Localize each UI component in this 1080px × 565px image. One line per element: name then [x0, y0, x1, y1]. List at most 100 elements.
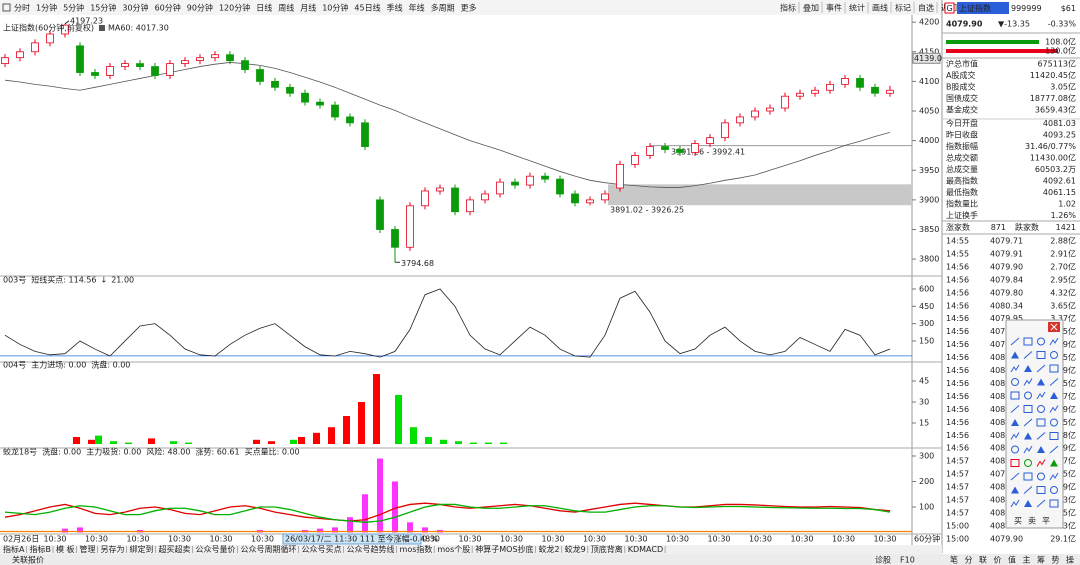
period-button[interactable]: 1分钟 — [36, 3, 57, 13]
period-button[interactable]: 5分钟 — [63, 3, 84, 13]
period-button[interactable]: 日线 — [256, 3, 272, 13]
draw-tool[interactable] — [1011, 378, 1019, 386]
side-tab[interactable]: 价 — [994, 556, 1002, 565]
draw-tool[interactable] — [1011, 445, 1019, 454]
period-button[interactable]: 30分钟 — [122, 3, 148, 13]
tab[interactable]: mos指数 — [400, 544, 433, 554]
period-button[interactable]: 周线 — [278, 3, 294, 13]
draw-tool[interactable] — [1049, 432, 1059, 440]
period-button[interactable]: 60分钟 — [155, 3, 181, 13]
draw-tool[interactable] — [1050, 418, 1058, 427]
tool-button[interactable]: 画线 — [872, 3, 888, 13]
tool-button[interactable]: 事件 — [826, 3, 842, 13]
period-button[interactable]: 分时 — [14, 3, 30, 13]
side-tab[interactable]: 操 — [1066, 555, 1074, 565]
draw-tool[interactable] — [1024, 365, 1032, 372]
draw-tool[interactable] — [1010, 499, 1020, 508]
tab[interactable]: 顶底背离 — [591, 544, 623, 554]
tab[interactable]: KDMACD — [628, 545, 663, 554]
tool-button[interactable]: 叠加 — [803, 3, 819, 13]
draw-tool[interactable] — [1050, 351, 1058, 359]
period-button[interactable]: 月线 — [300, 3, 316, 13]
tab[interactable]: 指标B — [29, 544, 51, 554]
draw-tool[interactable] — [1010, 391, 1020, 400]
tool-button[interactable]: 统计 — [849, 3, 865, 13]
draw-tool[interactable] — [1023, 418, 1033, 427]
tab[interactable]: 公众号周期循环 — [241, 544, 297, 554]
draw-tool[interactable] — [1049, 405, 1059, 413]
draw-tool[interactable] — [1023, 486, 1033, 494]
draw-tool[interactable] — [1036, 459, 1046, 467]
draw-tool[interactable] — [1049, 364, 1059, 373]
draw-tool[interactable] — [1023, 405, 1033, 413]
draw-tool[interactable] — [1036, 418, 1046, 427]
side-tab[interactable]: 笔 — [950, 555, 958, 565]
side-tab[interactable]: 势 — [1052, 555, 1060, 565]
draw-tool[interactable] — [1037, 405, 1045, 413]
draw-tool[interactable] — [1036, 486, 1046, 494]
draw-tool[interactable] — [1037, 446, 1045, 453]
tab[interactable]: 模 板 — [56, 544, 75, 554]
period-button[interactable]: 年线 — [409, 3, 425, 13]
period-button[interactable]: 更多 — [461, 3, 477, 13]
draw-tool[interactable] — [1049, 337, 1059, 346]
tool-button[interactable]: 指标 — [780, 3, 796, 13]
draw-tool[interactable] — [1037, 378, 1045, 386]
draw-tool[interactable] — [1036, 391, 1046, 400]
tab[interactable]: 公众号量价 — [196, 545, 236, 554]
period-button[interactable]: 10分钟 — [322, 3, 348, 13]
draw-tool[interactable] — [1024, 500, 1032, 507]
period-button[interactable]: 多周期 — [431, 3, 455, 13]
draw-tool[interactable] — [1024, 432, 1032, 440]
side-tab[interactable]: 筹 — [1037, 555, 1045, 565]
trade-button[interactable]: 买 — [1014, 517, 1022, 526]
trade-button[interactable]: 平 — [1042, 517, 1050, 526]
draw-tool[interactable] — [1050, 486, 1058, 494]
draw-tool[interactable] — [1010, 337, 1020, 346]
tab[interactable]: 蛟龙9 — [565, 544, 586, 554]
tab[interactable]: 公众号买点 — [302, 545, 342, 554]
draw-tool[interactable] — [1036, 364, 1046, 373]
period-button[interactable]: 季线 — [387, 3, 403, 13]
draw-tool[interactable] — [1050, 392, 1058, 399]
draw-tool[interactable] — [1023, 378, 1033, 386]
side-tab[interactable]: 主 — [1023, 555, 1031, 565]
period-button[interactable]: 45日线 — [354, 3, 380, 13]
tab[interactable]: 指标A — [3, 544, 25, 554]
draw-tool[interactable] — [1024, 391, 1032, 400]
period-button[interactable]: 90分钟 — [187, 3, 213, 13]
draw-tool[interactable] — [1010, 472, 1020, 481]
status-left[interactable]: 关联报价 — [12, 555, 44, 565]
tab[interactable]: 另存为 — [101, 544, 125, 554]
tab[interactable]: 蛟龙2 — [539, 544, 560, 554]
draw-tool[interactable] — [1049, 445, 1059, 454]
draw-tool[interactable] — [1037, 337, 1045, 346]
draw-tool[interactable] — [1036, 351, 1046, 359]
side-tab[interactable]: 联 — [979, 556, 987, 565]
draw-tool[interactable] — [1010, 432, 1020, 440]
draw-tool[interactable] — [1010, 364, 1020, 373]
menu-icon[interactable] — [2, 3, 11, 12]
draw-tool[interactable] — [1011, 419, 1019, 426]
tab[interactable]: mos个股 — [437, 545, 470, 554]
draw-tool[interactable] — [1050, 459, 1058, 467]
draw-tool[interactable] — [1037, 472, 1045, 481]
draw-tool[interactable] — [1036, 432, 1046, 440]
tab[interactable]: 綁定到 — [130, 544, 154, 554]
period-button[interactable]: 15分钟 — [90, 3, 116, 13]
draw-tool[interactable] — [1049, 472, 1059, 481]
side-tab[interactable]: 分 — [965, 556, 973, 565]
side-tab[interactable]: 值 — [1008, 555, 1016, 565]
draw-tool[interactable] — [1023, 472, 1033, 481]
tab[interactable]: 神算子MOS抄底 — [475, 544, 533, 554]
period-button[interactable]: 120分钟 — [219, 3, 250, 13]
tool-button[interactable]: 自选 — [918, 3, 934, 13]
tab[interactable]: 公众号趋势线 — [347, 544, 395, 554]
tool-button[interactable]: 标记 — [895, 3, 911, 13]
draw-tool[interactable] — [1023, 445, 1033, 454]
draw-tool[interactable] — [1011, 351, 1019, 359]
draw-tool[interactable] — [1010, 405, 1020, 413]
draw-tool[interactable] — [1024, 459, 1032, 467]
tab[interactable]: 超买超卖 — [159, 544, 191, 554]
trade-button[interactable]: 卖 — [1028, 517, 1036, 526]
